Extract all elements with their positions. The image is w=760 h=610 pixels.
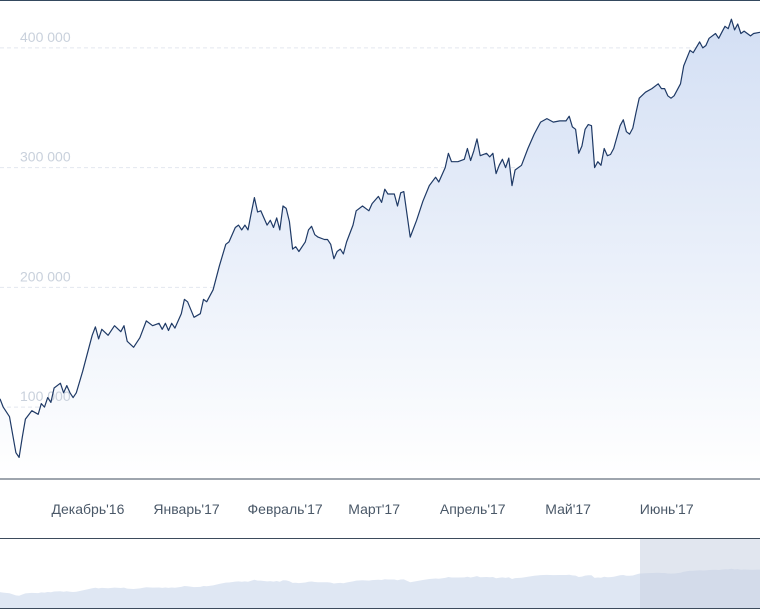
y-tick-label: 300 000 [20,149,71,165]
y-tick-label: 100 000 [20,388,71,404]
x-axis-labels: Декабрь'16 Январь'17 Февраль'17 Март'17 Апре… [52,501,694,517]
y-tick-label: 200 000 [20,268,71,284]
y-axis-labels: 100 000 200 000 300 000 400 000 [20,29,71,404]
range-navigator[interactable] [0,538,760,610]
navigator-area [0,568,760,608]
navigator-selected-range[interactable] [640,538,760,608]
stock-area-chart: 100 000 200 000 300 000 400 000 Декабрь'16 Я… [0,18,760,517]
x-tick-label: Май'17 [545,501,591,517]
x-tick-label: Февраль'17 [248,501,323,517]
top-border [0,0,760,1]
series-area [0,19,760,479]
x-tick-label: Март'17 [348,501,400,517]
x-tick-label: Июнь'17 [640,501,694,517]
y-tick-label: 400 000 [20,29,71,45]
x-tick-label: Декабрь'16 [52,501,125,517]
x-tick-label: Январь'17 [153,501,219,517]
series-line[interactable] [0,18,760,458]
x-tick-label: Апрель'17 [440,501,506,517]
